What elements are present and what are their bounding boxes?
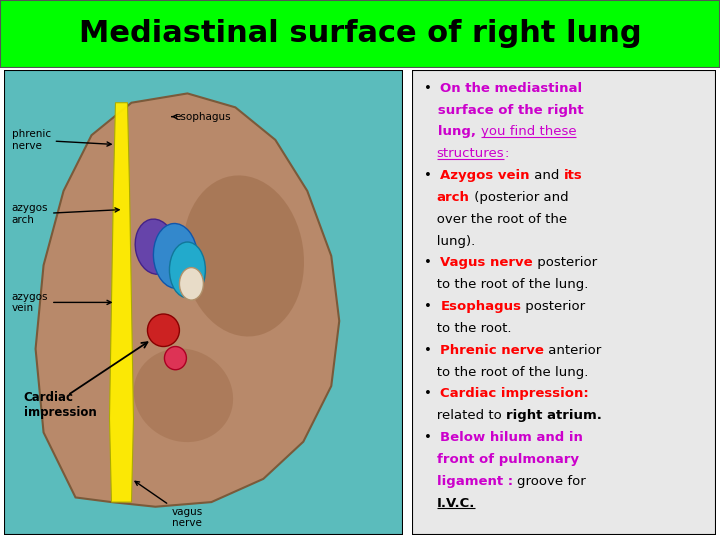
Polygon shape (35, 93, 339, 507)
Text: (posterior and: (posterior and (469, 191, 568, 204)
Text: groove for: groove for (518, 475, 586, 488)
Text: •: • (424, 300, 441, 313)
Text: ligament :: ligament : (437, 475, 518, 488)
Text: and: and (530, 169, 564, 182)
Text: •: • (424, 169, 441, 182)
Text: front of pulmonary: front of pulmonary (437, 453, 579, 466)
Polygon shape (109, 103, 133, 502)
Text: •: • (424, 387, 441, 400)
Text: Esophagus: Esophagus (441, 300, 521, 313)
Text: :: : (505, 147, 509, 160)
Text: azygos
vein: azygos vein (12, 292, 111, 313)
Text: phrenic
nerve: phrenic nerve (12, 129, 111, 151)
Ellipse shape (183, 176, 304, 336)
Text: you find these: you find these (481, 125, 576, 138)
Text: related to: related to (424, 409, 506, 422)
Text: posterior: posterior (533, 256, 597, 269)
Text: Below hilum and in: Below hilum and in (441, 431, 583, 444)
Text: anterior: anterior (544, 344, 601, 357)
Text: its: its (564, 169, 582, 182)
Text: arch: arch (437, 191, 469, 204)
Text: Azygos vein: Azygos vein (441, 169, 530, 182)
Text: posterior: posterior (521, 300, 585, 313)
Text: •: • (424, 256, 441, 269)
Text: Vagus nerve: Vagus nerve (441, 256, 533, 269)
Ellipse shape (179, 267, 204, 300)
Text: over the root of the: over the root of the (424, 213, 567, 226)
Text: •: • (424, 431, 441, 444)
Text: right atrium.: right atrium. (506, 409, 602, 422)
Text: azygos
arch: azygos arch (12, 204, 119, 225)
Ellipse shape (148, 314, 179, 347)
Ellipse shape (135, 219, 176, 274)
Ellipse shape (164, 347, 186, 370)
Ellipse shape (169, 242, 205, 298)
Text: structures: structures (437, 147, 505, 160)
Text: •: • (424, 344, 441, 357)
Text: lung).: lung). (424, 234, 475, 248)
FancyBboxPatch shape (0, 0, 720, 68)
Text: vagus
nerve: vagus nerve (135, 481, 203, 528)
Ellipse shape (153, 224, 197, 288)
Text: •: • (424, 82, 441, 95)
FancyBboxPatch shape (412, 70, 716, 535)
Text: Phrenic nerve: Phrenic nerve (441, 344, 544, 357)
Text: to the root.: to the root. (424, 322, 511, 335)
Text: Cardiac
impression: Cardiac impression (24, 390, 96, 418)
FancyBboxPatch shape (4, 70, 403, 535)
Text: surface of the right: surface of the right (424, 104, 584, 117)
Text: to the root of the lung.: to the root of the lung. (424, 366, 588, 379)
Ellipse shape (134, 348, 233, 442)
Text: Cardiac impression:: Cardiac impression: (441, 387, 589, 400)
Text: lung,: lung, (424, 125, 481, 138)
Text: esophagus: esophagus (172, 112, 231, 122)
Text: to the root of the lung.: to the root of the lung. (424, 278, 588, 291)
Text: On the mediastinal: On the mediastinal (441, 82, 582, 95)
Text: Mediastinal surface of right lung: Mediastinal surface of right lung (78, 19, 642, 48)
Text: I.V.C.: I.V.C. (437, 496, 475, 510)
